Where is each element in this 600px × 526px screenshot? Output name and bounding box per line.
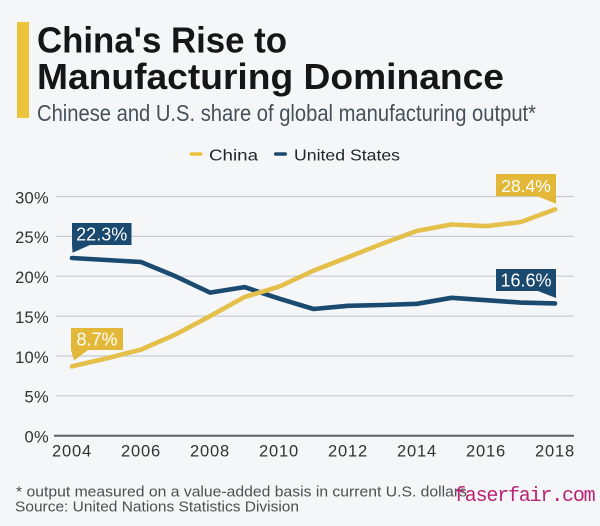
svg-text:2008: 2008 [190,443,230,461]
svg-text:* output measured on a value-a: * output measured on a value-added basis… [16,484,467,501]
svg-text:8.7%: 8.7% [76,330,117,350]
svg-text:28.4%: 28.4% [501,176,551,196]
svg-text:2010: 2010 [259,443,299,461]
svg-text:2018: 2018 [535,443,575,461]
svg-text:10%: 10% [15,349,49,367]
svg-text:United States: United States [294,148,400,165]
svg-text:5%: 5% [25,389,49,407]
svg-text:Manufacturing Dominance: Manufacturing Dominance [37,56,504,97]
svg-text:16.6%: 16.6% [500,271,551,291]
svg-text:25%: 25% [15,229,49,247]
svg-text:2012: 2012 [328,443,368,461]
svg-text:2014: 2014 [397,443,437,461]
svg-text:15%: 15% [15,309,49,327]
svg-text:China's Rise to: China's Rise to [37,20,287,61]
svg-text:faserfair.com: faserfair.com [454,485,595,508]
svg-text:2006: 2006 [121,443,161,461]
svg-text:Chinese and U.S. share of glob: Chinese and U.S. share of global manufac… [37,100,536,126]
svg-text:2016: 2016 [466,443,506,461]
svg-text:0%: 0% [25,429,49,447]
svg-text:2004: 2004 [52,443,92,461]
svg-text:China: China [209,148,258,165]
svg-text:22.3%: 22.3% [76,225,127,245]
svg-text:Source: United Nations Statist: Source: United Nations Statistics Divisi… [15,499,299,516]
svg-text:20%: 20% [15,269,49,287]
svg-text:30%: 30% [15,189,49,207]
